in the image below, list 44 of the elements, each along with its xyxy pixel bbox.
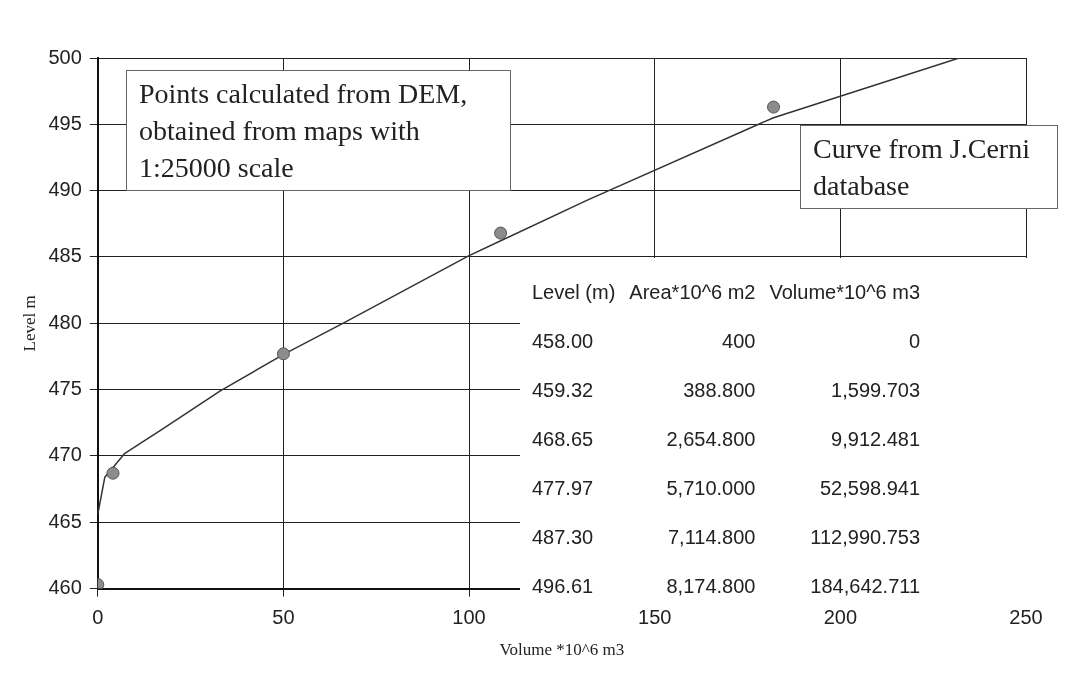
point xyxy=(494,226,508,240)
annotation: 468.65 xyxy=(532,427,595,452)
annotation: Level (m) xyxy=(532,280,617,305)
y-tick-label: 465 xyxy=(48,509,82,532)
point xyxy=(276,347,290,361)
annotation: 496.61 xyxy=(532,574,595,599)
annotation: 0 xyxy=(907,329,922,354)
point xyxy=(106,466,120,480)
annotation: Volume*10^6 m3 xyxy=(769,280,922,305)
x-tick-label: 50 xyxy=(272,606,295,629)
y-tick-label: 475 xyxy=(48,377,82,400)
annotation: 2,654.800 xyxy=(665,427,757,452)
x-tick-label: 0 xyxy=(92,606,104,629)
annotation: 477.97 xyxy=(532,476,595,501)
annotation: Area*10^6 m2 xyxy=(629,280,757,305)
annotation: 112,990.753 xyxy=(809,525,922,550)
y-tick-label: 490 xyxy=(48,178,82,201)
annotation: 1,599.703 xyxy=(830,378,922,403)
x-tick-label: 100 xyxy=(452,606,486,629)
y-tick-label: 460 xyxy=(48,576,82,599)
annotation: 7,114.800 xyxy=(667,525,757,550)
annotation: 487.30 xyxy=(532,525,595,550)
x-axis-title: Volume *10^6 m3 xyxy=(499,640,625,660)
annotation: 184,642.711 xyxy=(810,575,921,597)
y-tick-label: 485 xyxy=(48,244,82,267)
x-tick-label: 250 xyxy=(1009,606,1043,629)
y-tick-label: 470 xyxy=(48,443,82,466)
y-tick-label: 480 xyxy=(48,310,82,333)
annotation: 458.00 xyxy=(532,329,595,354)
annotation: 52,598.941 xyxy=(818,476,922,501)
annotation: 9,912.481 xyxy=(830,427,922,452)
x-tick-label: 200 xyxy=(823,606,858,629)
annotation: 459.32 xyxy=(532,378,595,403)
note-box: Points calculated from DEM, obtained from maps with 1:25000 scale xyxy=(126,70,511,191)
y-tick-label: 500 xyxy=(48,45,82,68)
annotation: 400 xyxy=(721,329,757,354)
point xyxy=(767,100,781,114)
note-box: Curve from J.Cerni database xyxy=(800,125,1058,209)
annotation: 388.800 xyxy=(682,378,757,403)
y-axis-title: Level m xyxy=(19,295,39,352)
y-tick-label: 495 xyxy=(48,111,82,134)
annotation: 5,710.000 xyxy=(665,476,757,501)
x-tick-label: 150 xyxy=(638,606,672,629)
annotation: 8,174.800 xyxy=(666,575,756,597)
